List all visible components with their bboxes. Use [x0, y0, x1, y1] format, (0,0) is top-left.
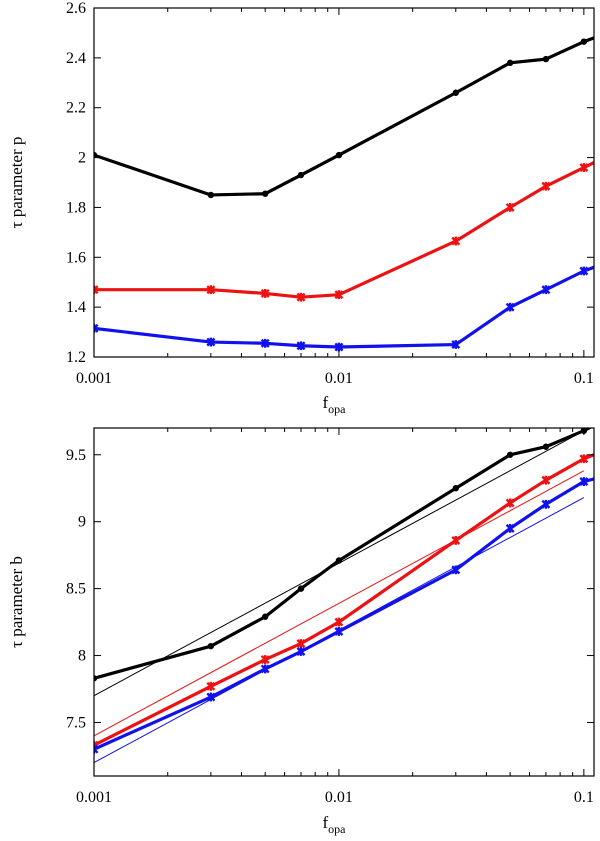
y-tick-label-top: 2.2 — [66, 100, 86, 117]
black-point-top — [261, 190, 269, 197]
blue-series-line-top — [94, 265, 594, 349]
blue-point-bottom — [451, 565, 461, 575]
black-point-top — [94, 151, 98, 159]
plot-border-top — [93, 7, 595, 358]
plot-border-bottom — [93, 427, 595, 777]
blue-point-top — [505, 302, 515, 312]
red-point-top — [541, 181, 551, 191]
y-tick-label-bottom: 9 — [78, 514, 86, 531]
red-point-bottom — [505, 498, 515, 508]
red-series-line-bottom — [94, 453, 594, 747]
red-point-bottom — [296, 639, 306, 648]
red-point-bottom — [206, 681, 216, 691]
black-point-bottom — [94, 675, 98, 682]
y-tick-label-top: 2.6 — [66, 0, 86, 17]
ticks-bottom: 7.5 8 8.5 9 9.5 0.001 0.01 0.1 — [66, 428, 594, 806]
red-point-bottom — [541, 475, 551, 485]
black-point-bottom — [297, 585, 305, 592]
blue-point-bottom — [260, 664, 270, 674]
black-point-bottom — [506, 451, 514, 458]
black-point-top — [580, 38, 588, 45]
blue-point-top — [206, 337, 216, 347]
x-tick-label-top: 0.001 — [76, 370, 112, 387]
blue-series-line-bottom — [94, 477, 594, 751]
red-point-bottom — [334, 617, 344, 627]
red-point-top — [505, 202, 515, 212]
red-point-top — [94, 285, 99, 295]
blue-point-bottom — [579, 477, 589, 486]
y-tick-label-bottom: 7.5 — [66, 714, 86, 731]
red-point-bottom — [579, 454, 589, 464]
y-tick-label-top: 1.8 — [66, 199, 86, 216]
black-point-top — [297, 171, 305, 179]
y-tick-label-top: 2.4 — [66, 50, 86, 67]
blue-point-top — [296, 341, 306, 351]
blue-point-bottom — [334, 626, 344, 636]
blue-point-bottom — [296, 647, 306, 656]
y-tick-label-bottom: 8 — [78, 648, 86, 665]
red-point-top — [260, 288, 270, 298]
plot-frame-top — [93, 7, 595, 358]
black-point-top — [506, 59, 514, 67]
x-axis-label-main-top: f — [323, 393, 329, 412]
x-tick-label-top: 0.1 — [574, 370, 594, 387]
y-tick-label-top: 1.4 — [66, 299, 86, 316]
black-point-top — [207, 191, 215, 199]
black-point-bottom — [207, 642, 215, 650]
fit-lines-bottom — [94, 428, 591, 764]
y-axis-label-top: τ parameter p — [7, 137, 26, 229]
black-point-bottom — [261, 613, 269, 620]
y-tick-label-top: 1.2 — [66, 349, 86, 366]
y-tick-label-bottom: 8.5 — [66, 581, 86, 598]
blue-point-bottom — [94, 744, 99, 754]
black-series-line-top — [94, 36, 594, 197]
x-tick-label-bottom: 0.01 — [325, 789, 353, 806]
blue-point-top — [541, 285, 551, 295]
panel-top: 1.2 1.4 1.6 1.8 2 2.2 2.4 2.6 0.001 0.01 0.1 τ par… — [7, 0, 595, 416]
black-point-bottom — [335, 557, 343, 564]
y-tick-label-bottom: 9.5 — [66, 447, 86, 464]
black-fit-line-bottom — [94, 428, 591, 697]
red-point-top — [451, 236, 461, 246]
x-axis-label-sub-top: opa — [328, 402, 346, 416]
black-series-line-bottom — [94, 428, 593, 680]
black-point-bottom — [542, 443, 550, 450]
x-axis-label-sub-bottom: opa — [328, 822, 346, 836]
y-tick-label-top: 2 — [78, 150, 86, 167]
x-axis-label-top: fopa — [323, 393, 347, 416]
red-point-bottom — [260, 655, 270, 665]
x-tick-label-bottom: 0.001 — [76, 789, 112, 806]
red-point-top — [334, 290, 344, 300]
y-axis-label-bottom: τ parameter b — [7, 556, 26, 648]
blue-point-top — [94, 323, 99, 333]
red-point-top — [579, 163, 589, 172]
ticks-top: 1.2 1.4 1.6 1.8 2 2.2 2.4 2.6 0.001 0.01 0.1 — [66, 0, 594, 387]
x-tick-label-top: 0.01 — [325, 370, 353, 387]
y-tick-label-top: 1.6 — [66, 249, 86, 266]
blue-point-top — [260, 338, 270, 348]
series-top — [94, 36, 594, 352]
blue-point-top — [451, 340, 461, 349]
blue-point-top — [334, 342, 344, 352]
x-axis-label-bottom: fopa — [323, 813, 347, 836]
red-series-line-top — [94, 161, 594, 299]
plot-frame-bottom — [93, 427, 595, 777]
blue-point-top — [579, 266, 589, 276]
red-fit-line-bottom — [94, 470, 585, 737]
black-point-bottom — [452, 485, 459, 492]
x-axis-label-main-bottom: f — [323, 813, 329, 832]
red-point-bottom — [451, 535, 461, 545]
black-point-top — [542, 55, 550, 63]
series-bottom — [94, 428, 594, 754]
black-point-top — [452, 89, 459, 96]
black-point-top — [335, 151, 343, 159]
blue-point-bottom — [541, 499, 551, 509]
blue-point-bottom — [206, 692, 216, 702]
panel-bottom: 7.5 8 8.5 9 9.5 0.001 0.01 0.1 τ parameter b fo… — [7, 427, 595, 836]
red-point-top — [296, 292, 306, 302]
red-point-top — [206, 285, 216, 295]
blue-point-bottom — [505, 523, 515, 533]
x-tick-label-bottom: 0.1 — [574, 789, 594, 806]
